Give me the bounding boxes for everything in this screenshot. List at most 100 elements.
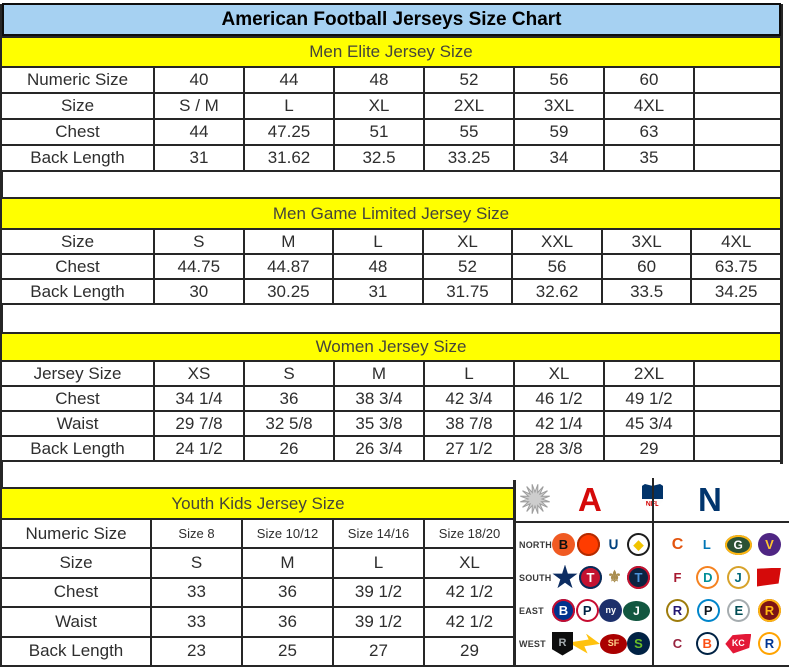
table-men-elite-header: Men Elite Jersey Size <box>0 36 782 68</box>
size-cell: S <box>155 230 243 253</box>
table-men-game-limited: Men Game Limited Jersey Size Size S M L XL XX… <box>0 197 782 305</box>
header-underline <box>516 521 789 523</box>
table-women-header: Women Jersey Size <box>0 332 782 362</box>
team-logo-titans: T <box>627 566 650 589</box>
size-cell: 36 <box>243 578 332 607</box>
afc-logo-icon: A <box>578 481 602 518</box>
size-cell: 30.25 <box>244 280 333 303</box>
team-logo-jaguars: J <box>726 566 750 589</box>
size-cell: S / M <box>155 94 243 118</box>
size-cell: 29 <box>605 437 693 460</box>
size-cell: 56 <box>515 68 603 92</box>
size-cell: 4XL <box>692 230 780 253</box>
team-logo-saints: ⚜ <box>603 566 626 589</box>
team-logo-chargers <box>573 633 600 654</box>
row-label: Back Length <box>2 280 153 303</box>
team-logo-bears: C <box>666 533 689 556</box>
division-label: EAST <box>519 605 544 616</box>
size-cell: 36 <box>243 608 332 636</box>
team-logo-colts: ∪ <box>602 533 625 556</box>
size-cell: 32 5/8 <box>245 412 333 435</box>
team-logo-buccaneers <box>756 567 781 587</box>
size-cell: 25 <box>243 637 332 665</box>
division-row: WEST R SF S C B KC R <box>516 627 789 660</box>
team-logo-chiefs: KC <box>725 633 752 654</box>
nfl-teams-panel: A NFL N NORTHB∪◆CLGVSOUTHT⚜TFDJEASTBPnyJ… <box>513 478 789 667</box>
size-cell <box>695 68 780 92</box>
table-men-game-limited-header: Men Game Limited Jersey Size <box>0 197 782 230</box>
team-logo-broncos: B <box>695 632 719 655</box>
size-cell: 23 <box>152 637 241 665</box>
size-cell: S <box>245 362 333 385</box>
row-label: Chest <box>2 120 153 144</box>
row-label: Waist <box>2 608 150 636</box>
team-logo-panthers: P <box>696 599 720 622</box>
size-cell: S <box>152 549 241 577</box>
team-logo-packers: G <box>724 534 752 555</box>
size-cell: 32.62 <box>513 280 601 303</box>
size-cell: 49 1/2 <box>605 387 693 410</box>
division-label: NORTH <box>519 539 552 550</box>
table-men-game-limited-grid: Size S M L XL XXL 3XL 4XL Chest 44.75 44.87 48 52 56 6… <box>0 230 782 305</box>
team-logo-bills: B <box>552 599 575 622</box>
size-cell: 31.62 <box>245 146 333 170</box>
size-cell: 42 1/4 <box>515 412 603 435</box>
size-cell: 29 7/8 <box>155 412 243 435</box>
size-cell: 28 3/8 <box>515 437 603 460</box>
size-cell: 45 3/4 <box>605 412 693 435</box>
table-youth-kids-grid: Numeric Size Size 8 Size 10/12 Size 14/16 Si… <box>0 520 516 667</box>
size-cell: Size 14/16 <box>334 520 423 548</box>
team-logo-rams: R <box>757 632 781 655</box>
size-cell: 2XL <box>605 362 693 385</box>
size-cell: 36 <box>245 387 333 410</box>
size-cell: 38 7/8 <box>425 412 513 435</box>
row-label: Back Length <box>2 637 150 665</box>
size-cell: 44.87 <box>244 255 333 278</box>
size-cell: 31 <box>334 280 422 303</box>
size-cell: 2XL <box>425 94 513 118</box>
table-women: Women Jersey Size Jersey Size XS S M L XL 2XL C… <box>0 332 782 462</box>
division-label: WEST <box>519 638 546 649</box>
size-cell <box>695 412 780 435</box>
team-logo-ravens: R <box>666 599 689 622</box>
table-youth-kids: Youth Kids Jersey Size Numeric Size Size … <box>0 487 516 667</box>
row-label: Back Length <box>2 437 153 460</box>
team-logo-giants: ny <box>599 599 623 622</box>
size-cell: 35 3/8 <box>335 412 423 435</box>
team-logo-seahawks: S <box>627 632 650 655</box>
afc-team-group: R SF S <box>552 631 650 656</box>
team-logo-lions: L <box>695 533 719 556</box>
size-cell: 40 <box>155 68 243 92</box>
team-logo-dolphins: D <box>696 566 720 589</box>
size-cell: 44.75 <box>155 255 243 278</box>
row-label: Waist <box>2 412 153 435</box>
team-logo-steelers: ◆ <box>627 533 650 556</box>
size-cell: XXL <box>513 230 601 253</box>
size-cell: 33.25 <box>425 146 513 170</box>
size-cell: 44 <box>245 68 333 92</box>
team-logo-falcons: F <box>666 566 689 589</box>
row-label: Back Length <box>2 146 153 170</box>
size-cell: 27 <box>334 637 423 665</box>
page-title-text: American Football Jerseys Size Chart <box>221 8 562 30</box>
team-logo-texans: T <box>579 566 602 589</box>
team-logo-redskins: R <box>757 599 781 622</box>
row-label: Chest <box>2 255 153 278</box>
size-cell: 59 <box>515 120 603 144</box>
team-logo-cardinals: C <box>666 632 689 655</box>
size-cell: 48 <box>334 255 422 278</box>
size-cell: 42 1/2 <box>425 608 514 636</box>
size-cell: 34 <box>515 146 603 170</box>
team-logo-jets: J <box>622 600 650 621</box>
size-cell: 27 1/2 <box>425 437 513 460</box>
size-cell: 48 <box>335 68 423 92</box>
size-cell: 39 1/2 <box>334 608 423 636</box>
team-logo-browns <box>577 533 600 556</box>
size-cell <box>695 146 780 170</box>
size-cell <box>695 120 780 144</box>
size-cell: 34 1/4 <box>155 387 243 410</box>
